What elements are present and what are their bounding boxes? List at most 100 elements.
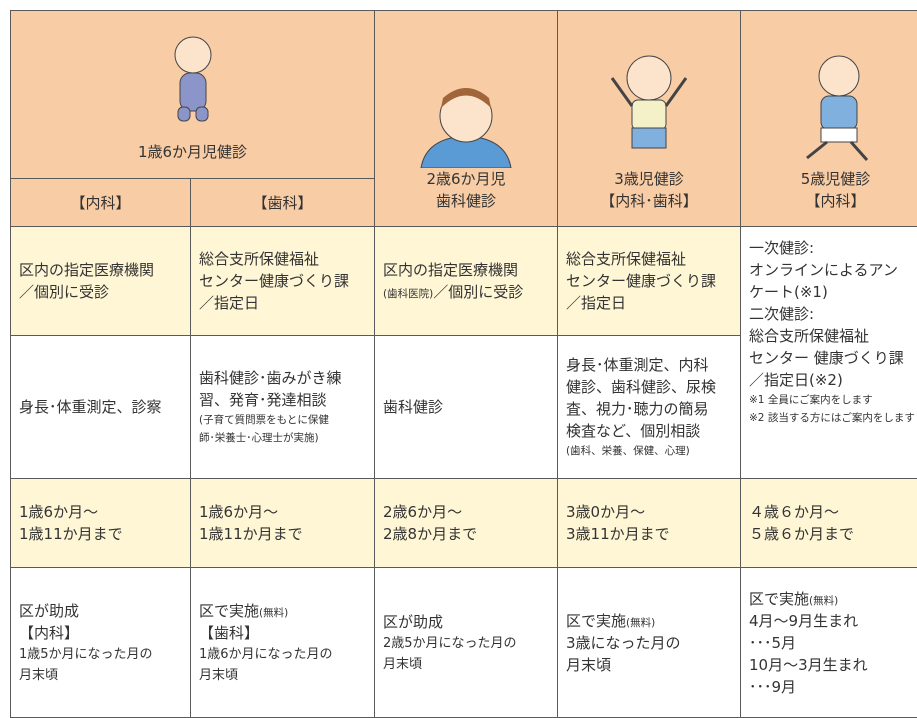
cell: 区で実施(無料)3歳になった月の月末頃 xyxy=(558,568,741,718)
text: 総合支所保健福祉 xyxy=(749,325,917,347)
header-text: 【内科･歯科】 xyxy=(566,190,732,212)
note: ※1 全員にご案内をします xyxy=(749,391,917,409)
header-cell: 1歳6か月児健診 xyxy=(11,11,375,179)
header-cell: 2歳6か月児歯科健診 xyxy=(375,11,558,227)
text: 健診、歯科健診、尿検 xyxy=(566,376,732,398)
text: オンラインによるアン xyxy=(749,259,917,281)
text: 区が助成 xyxy=(19,600,182,622)
illustration xyxy=(158,27,228,127)
text: ５歳６か月まで xyxy=(749,523,917,545)
text: 月末頃 xyxy=(199,665,366,686)
note: (歯科、栄養、保健、心理) xyxy=(566,442,732,460)
text: 検査など、個別相談 xyxy=(566,420,732,442)
text: ／個別に受診 xyxy=(433,283,523,301)
cell: 総合支所保健福祉センター健康づくり課／指定日 xyxy=(191,227,375,336)
note: ※2 該当する方にはご案内をします xyxy=(749,409,917,427)
text: 区で実施(無料) xyxy=(566,610,732,632)
text: ･･･9月 xyxy=(749,676,917,698)
header-text: 2歳6か月児 xyxy=(383,168,549,190)
text: 区で実施 xyxy=(199,602,259,620)
text: ケート(※1) xyxy=(749,281,917,303)
header-cell: 3歳児健診【内科･歯科】 xyxy=(558,11,741,227)
cell: 2歳6か月～2歳8か月まで xyxy=(375,479,558,568)
illustration xyxy=(411,78,521,168)
checkup-table: 1歳6か月児健診 2歳6か月児歯科健診 3歳児健診【内科･歯科】 5歳児健診【内… xyxy=(10,10,917,718)
text: 3歳になった月の xyxy=(566,632,732,654)
text: ･･･5月 xyxy=(749,632,917,654)
text: 1歳11か月まで xyxy=(19,523,182,545)
cell: ４歳６か月～５歳６か月まで xyxy=(741,479,917,568)
note: (子育て質問票をもとに保健 xyxy=(199,411,366,429)
cell: 身長･体重測定、診察 xyxy=(11,336,191,479)
cell: 区内の指定医療機関／個別に受診 xyxy=(11,227,191,336)
text: センター 健康づくり課 xyxy=(749,347,917,369)
text: 総合支所保健福祉 xyxy=(199,248,366,270)
cell: 身長･体重測定、内科健診、歯科健診、尿検査、視力･聴力の簡易検査など、個別相談(… xyxy=(558,336,741,479)
header-text: 5歳児健診 xyxy=(749,168,917,190)
cell: 一次健診:オンラインによるアンケート(※1)二次健診:総合支所保健福祉センター … xyxy=(741,227,917,479)
cell: 区で実施(無料)【歯科】1歳6か月になった月の月末頃 xyxy=(191,568,375,718)
text: 1歳6か月になった月の xyxy=(199,644,366,665)
text: 2歳8か月まで xyxy=(383,523,549,545)
text: 区が助成 xyxy=(383,611,549,633)
note: 師･栄養士･心理士が実施) xyxy=(199,429,366,447)
text: 1歳11か月まで xyxy=(199,523,366,545)
text: 区で実施(無料) xyxy=(749,588,917,610)
text: 区内の指定医療機関 xyxy=(19,259,182,281)
text: 歯科健診 xyxy=(383,396,549,418)
text: ４歳６か月～ xyxy=(749,501,917,523)
text: 1歳5か月になった月の xyxy=(19,644,182,665)
text: センター健康づくり課 xyxy=(566,270,732,292)
header-cell: 【歯科】 xyxy=(191,179,375,227)
cell: 1歳6か月～1歳11か月まで xyxy=(11,479,191,568)
note: (歯科医院) xyxy=(383,288,433,300)
header-text: 【内科】 xyxy=(749,190,917,212)
text: 査、視力･聴力の簡易 xyxy=(566,398,732,420)
text: 3歳11か月まで xyxy=(566,523,732,545)
cell: 歯科健診･歯みがき練習、発育･発達相談(子育て質問票をもとに保健師･栄養士･心理… xyxy=(191,336,375,479)
text: 10月～3月生まれ xyxy=(749,654,917,676)
text: 4月～9月生まれ xyxy=(749,610,917,632)
text: 【歯科】 xyxy=(199,622,366,644)
note: (無料) xyxy=(626,617,655,629)
illustration xyxy=(604,48,694,168)
illustration xyxy=(791,48,881,168)
text: 二次健診: xyxy=(749,303,917,325)
text: 区で実施(無料) xyxy=(199,600,366,622)
text: 2歳6か月～ xyxy=(383,501,549,523)
text: ／指定日 xyxy=(566,292,732,314)
text: 総合支所保健福祉 xyxy=(566,248,732,270)
text: (歯科医院)／個別に受診 xyxy=(383,281,549,303)
text: 3歳0か月～ xyxy=(566,501,732,523)
header-cell: 【内科】 xyxy=(11,179,191,227)
text: 月末頃 xyxy=(383,654,549,675)
text: 月末頃 xyxy=(566,654,732,676)
cell: 区が助成【内科】1歳5か月になった月の月末頃 xyxy=(11,568,191,718)
text: 区内の指定医療機関 xyxy=(383,259,549,281)
cell: 1歳6か月～1歳11か月まで xyxy=(191,479,375,568)
header-text: 1歳6か月児健診 xyxy=(19,141,366,163)
header-text: 3歳児健診 xyxy=(566,168,732,190)
note: (無料) xyxy=(809,595,838,607)
text: 2歳5か月になった月の xyxy=(383,633,549,654)
header-text: 歯科健診 xyxy=(383,190,549,212)
cell: 歯科健診 xyxy=(375,336,558,479)
text: 区で実施 xyxy=(566,612,626,630)
text: 区で実施 xyxy=(749,590,809,608)
text: ／個別に受診 xyxy=(19,281,182,303)
cell: 区内の指定医療機関(歯科医院)／個別に受診 xyxy=(375,227,558,336)
text: 月末頃 xyxy=(19,665,182,686)
text: 【内科】 xyxy=(19,622,182,644)
text: 歯科健診･歯みがき練 xyxy=(199,367,366,389)
text: 一次健診: xyxy=(749,237,917,259)
text: センター健康づくり課 xyxy=(199,270,366,292)
note: (無料) xyxy=(259,607,288,619)
cell: 3歳0か月～3歳11か月まで xyxy=(558,479,741,568)
text: 1歳6か月～ xyxy=(19,501,182,523)
text: ／指定日 xyxy=(199,292,366,314)
text: 習、発育･発達相談 xyxy=(199,389,366,411)
cell: 総合支所保健福祉センター健康づくり課／指定日 xyxy=(558,227,741,336)
